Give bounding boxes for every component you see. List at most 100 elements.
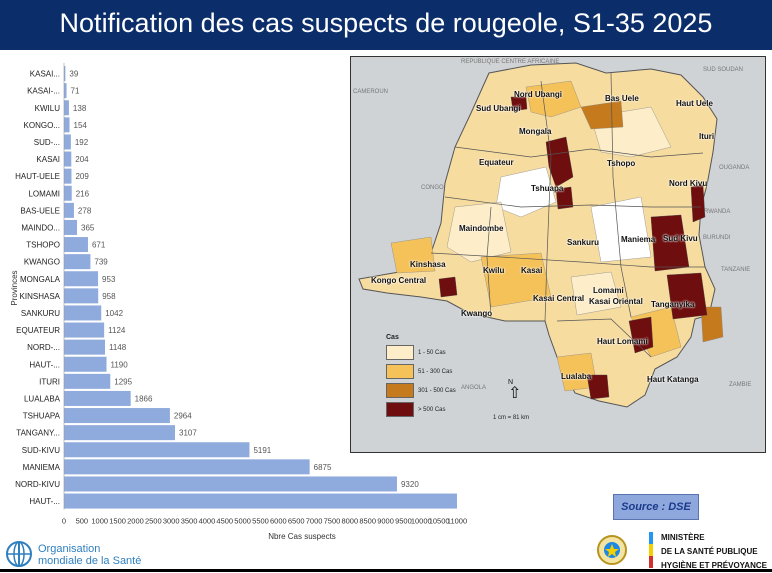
- x-tick-label: 1500: [109, 517, 126, 526]
- category-label: KONGO...: [24, 121, 60, 130]
- legend-item: 301 - 500 Cas: [386, 383, 476, 398]
- x-tick-label: 10500: [429, 517, 450, 526]
- value-label: 2964: [174, 412, 192, 421]
- bar: [64, 442, 250, 458]
- value-label: 216: [76, 189, 90, 198]
- province-label: Ituri: [699, 132, 715, 141]
- ministry-line2: DE LA SANTÉ PUBLIQUE: [661, 547, 758, 556]
- province-label: Maindombe: [459, 224, 504, 233]
- ministry-line1: MINISTÈRE: [661, 533, 705, 542]
- province-label: Nord Ubangi: [514, 90, 562, 99]
- value-label: 958: [102, 292, 116, 301]
- category-label: SANKURU: [21, 309, 60, 318]
- x-tick-label: 6500: [288, 517, 305, 526]
- x-tick-label: 6000: [270, 517, 287, 526]
- bar: [64, 83, 67, 99]
- neighbor-country-label: RWANDA: [704, 209, 731, 215]
- bar: [64, 459, 310, 475]
- x-tick-label: 11000: [447, 517, 467, 526]
- category-label: LUALABA: [24, 394, 61, 403]
- x-tick-label: 4500: [216, 517, 233, 526]
- legend-label: 1 - 50 Cas: [418, 349, 446, 356]
- x-tick-label: 2000: [127, 517, 144, 526]
- value-label: 192: [75, 138, 89, 147]
- category-label: EQUATEUR: [16, 326, 60, 335]
- source-box: Source : DSE: [613, 494, 699, 520]
- legend-item: 1 - 50 Cas: [386, 345, 476, 360]
- province-label: Kinshasa: [410, 260, 446, 269]
- province-label: Haut Lomami: [597, 337, 648, 346]
- category-label: NORD-...: [27, 343, 60, 352]
- value-label: 1148: [109, 343, 127, 352]
- x-tick-label: 1000: [91, 517, 108, 526]
- bar: [64, 202, 74, 218]
- bar: [64, 100, 69, 116]
- north-label: N: [508, 379, 514, 386]
- ministry-name: MINISTÈRE DE LA SANTÉ PUBLIQUE HYGIÈNE E…: [661, 531, 767, 573]
- x-axis-label: Nbre Cas suspects: [268, 532, 336, 541]
- category-label: KASAI: [36, 155, 60, 164]
- category-label: LOMAMI: [28, 189, 60, 198]
- map-legend: Cas 1 - 50 Cas 51 - 300 Cas 301 - 500 Cas >…: [386, 334, 476, 421]
- legend-label: 51 - 300 Cas: [418, 368, 453, 375]
- page-title: Notification des cas suspects de rougeol…: [59, 8, 713, 38]
- bar: [64, 339, 106, 355]
- province-label: Tshuapa: [531, 184, 564, 193]
- x-tick-label: 2500: [145, 517, 162, 526]
- bar: [64, 476, 397, 492]
- category-label: NORD-KIVU: [15, 480, 60, 489]
- value-label: 5191: [253, 446, 271, 455]
- bar: [64, 168, 72, 184]
- who-logo-icon: [6, 541, 32, 567]
- legend-title: Cas: [386, 334, 399, 341]
- category-label: KASAI...: [30, 70, 60, 79]
- title-bar: [0, 0, 772, 50]
- north-arrow-icon: ⇧: [508, 385, 522, 402]
- category-label: MANIEMA: [23, 463, 61, 472]
- province-label: Equateur: [479, 158, 514, 167]
- province-label: Haut Katanga: [647, 375, 699, 384]
- x-tick-label: 0: [62, 517, 66, 526]
- bar: [64, 219, 78, 235]
- category-label: TANGANY...: [16, 429, 60, 438]
- value-label: 9320: [401, 480, 419, 489]
- value-label: 1190: [111, 360, 129, 369]
- province-label: Maniema: [621, 235, 656, 244]
- province-label: Mongala: [519, 127, 552, 136]
- value-label: 953: [102, 275, 116, 284]
- value-label: 3107: [179, 429, 197, 438]
- value-label: 1866: [135, 394, 153, 403]
- neighbor-country-label: TANZANIE: [721, 267, 751, 273]
- province-label: Lualaba: [561, 372, 592, 381]
- value-label: 739: [94, 258, 108, 267]
- legend-label: > 500 Cas: [418, 406, 446, 413]
- bar-chart: KASAI... KASAI-... KWILU KONGO... SUD-... KAS…: [10, 63, 467, 541]
- value-label: 278: [78, 206, 92, 215]
- x-tick-label: 5500: [252, 517, 269, 526]
- neighbor-country-label: BURUNDI: [703, 235, 731, 241]
- bar: [64, 271, 99, 287]
- x-tick-label: 7000: [306, 517, 323, 526]
- category-label: HAUT-...: [29, 360, 60, 369]
- x-tick-label: 4000: [199, 517, 216, 526]
- who-line1: Organisation: [38, 543, 101, 555]
- bar: [64, 305, 102, 321]
- legend-item: 51 - 300 Cas: [386, 364, 476, 379]
- bar: [64, 237, 88, 253]
- bar: [64, 117, 70, 133]
- x-tick-label: 3500: [181, 517, 198, 526]
- province-label: Kwango: [461, 309, 493, 318]
- province-label: Kwilu: [483, 266, 505, 275]
- category-label: MONGALA: [20, 275, 61, 284]
- neighbor-country-label: ANGOLA: [461, 385, 487, 391]
- legend-item: > 500 Cas: [386, 402, 476, 417]
- category-label: ITURI: [39, 377, 60, 386]
- bar: [64, 254, 91, 270]
- neighbor-country-label: REPUBLIQUE CENTRE AFRICAINE: [461, 59, 560, 65]
- bar: [64, 134, 71, 150]
- x-tick-label: 8000: [341, 517, 358, 526]
- category-label: TSHOPO: [26, 241, 60, 250]
- category-label: TSHUAPA: [23, 412, 61, 421]
- value-label: 209: [75, 172, 89, 181]
- category-label: BAS-UELE: [20, 206, 60, 215]
